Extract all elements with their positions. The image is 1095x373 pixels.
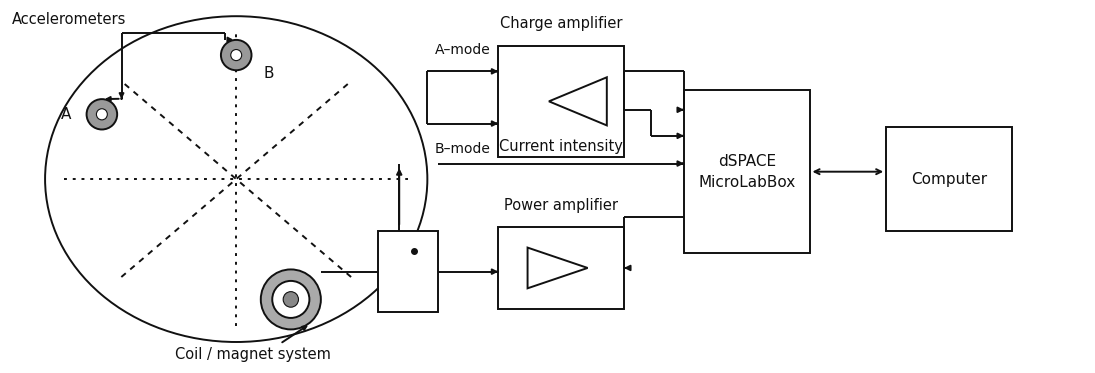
Bar <box>498 46 624 157</box>
Bar <box>886 127 1012 231</box>
Bar <box>684 90 809 253</box>
Text: dSPACE
MicroLabBox: dSPACE MicroLabBox <box>699 154 795 190</box>
Text: A–mode: A–mode <box>435 43 491 57</box>
Ellipse shape <box>284 292 299 307</box>
Bar <box>498 227 624 309</box>
Text: Coil / magnet system: Coil / magnet system <box>175 347 331 362</box>
Text: A: A <box>61 107 71 122</box>
Text: Current intensity: Current intensity <box>499 140 623 154</box>
Ellipse shape <box>231 50 242 61</box>
Ellipse shape <box>96 109 107 120</box>
Text: B: B <box>264 66 274 81</box>
Text: B–mode: B–mode <box>435 142 491 156</box>
Ellipse shape <box>221 40 252 70</box>
Ellipse shape <box>261 269 321 329</box>
Ellipse shape <box>273 281 310 318</box>
Text: Charge amplifier: Charge amplifier <box>500 16 622 31</box>
Text: Power amplifier: Power amplifier <box>504 198 619 213</box>
Ellipse shape <box>87 99 117 129</box>
Bar <box>378 231 438 312</box>
Text: Accelerometers: Accelerometers <box>12 13 127 28</box>
Text: Computer: Computer <box>911 172 987 186</box>
